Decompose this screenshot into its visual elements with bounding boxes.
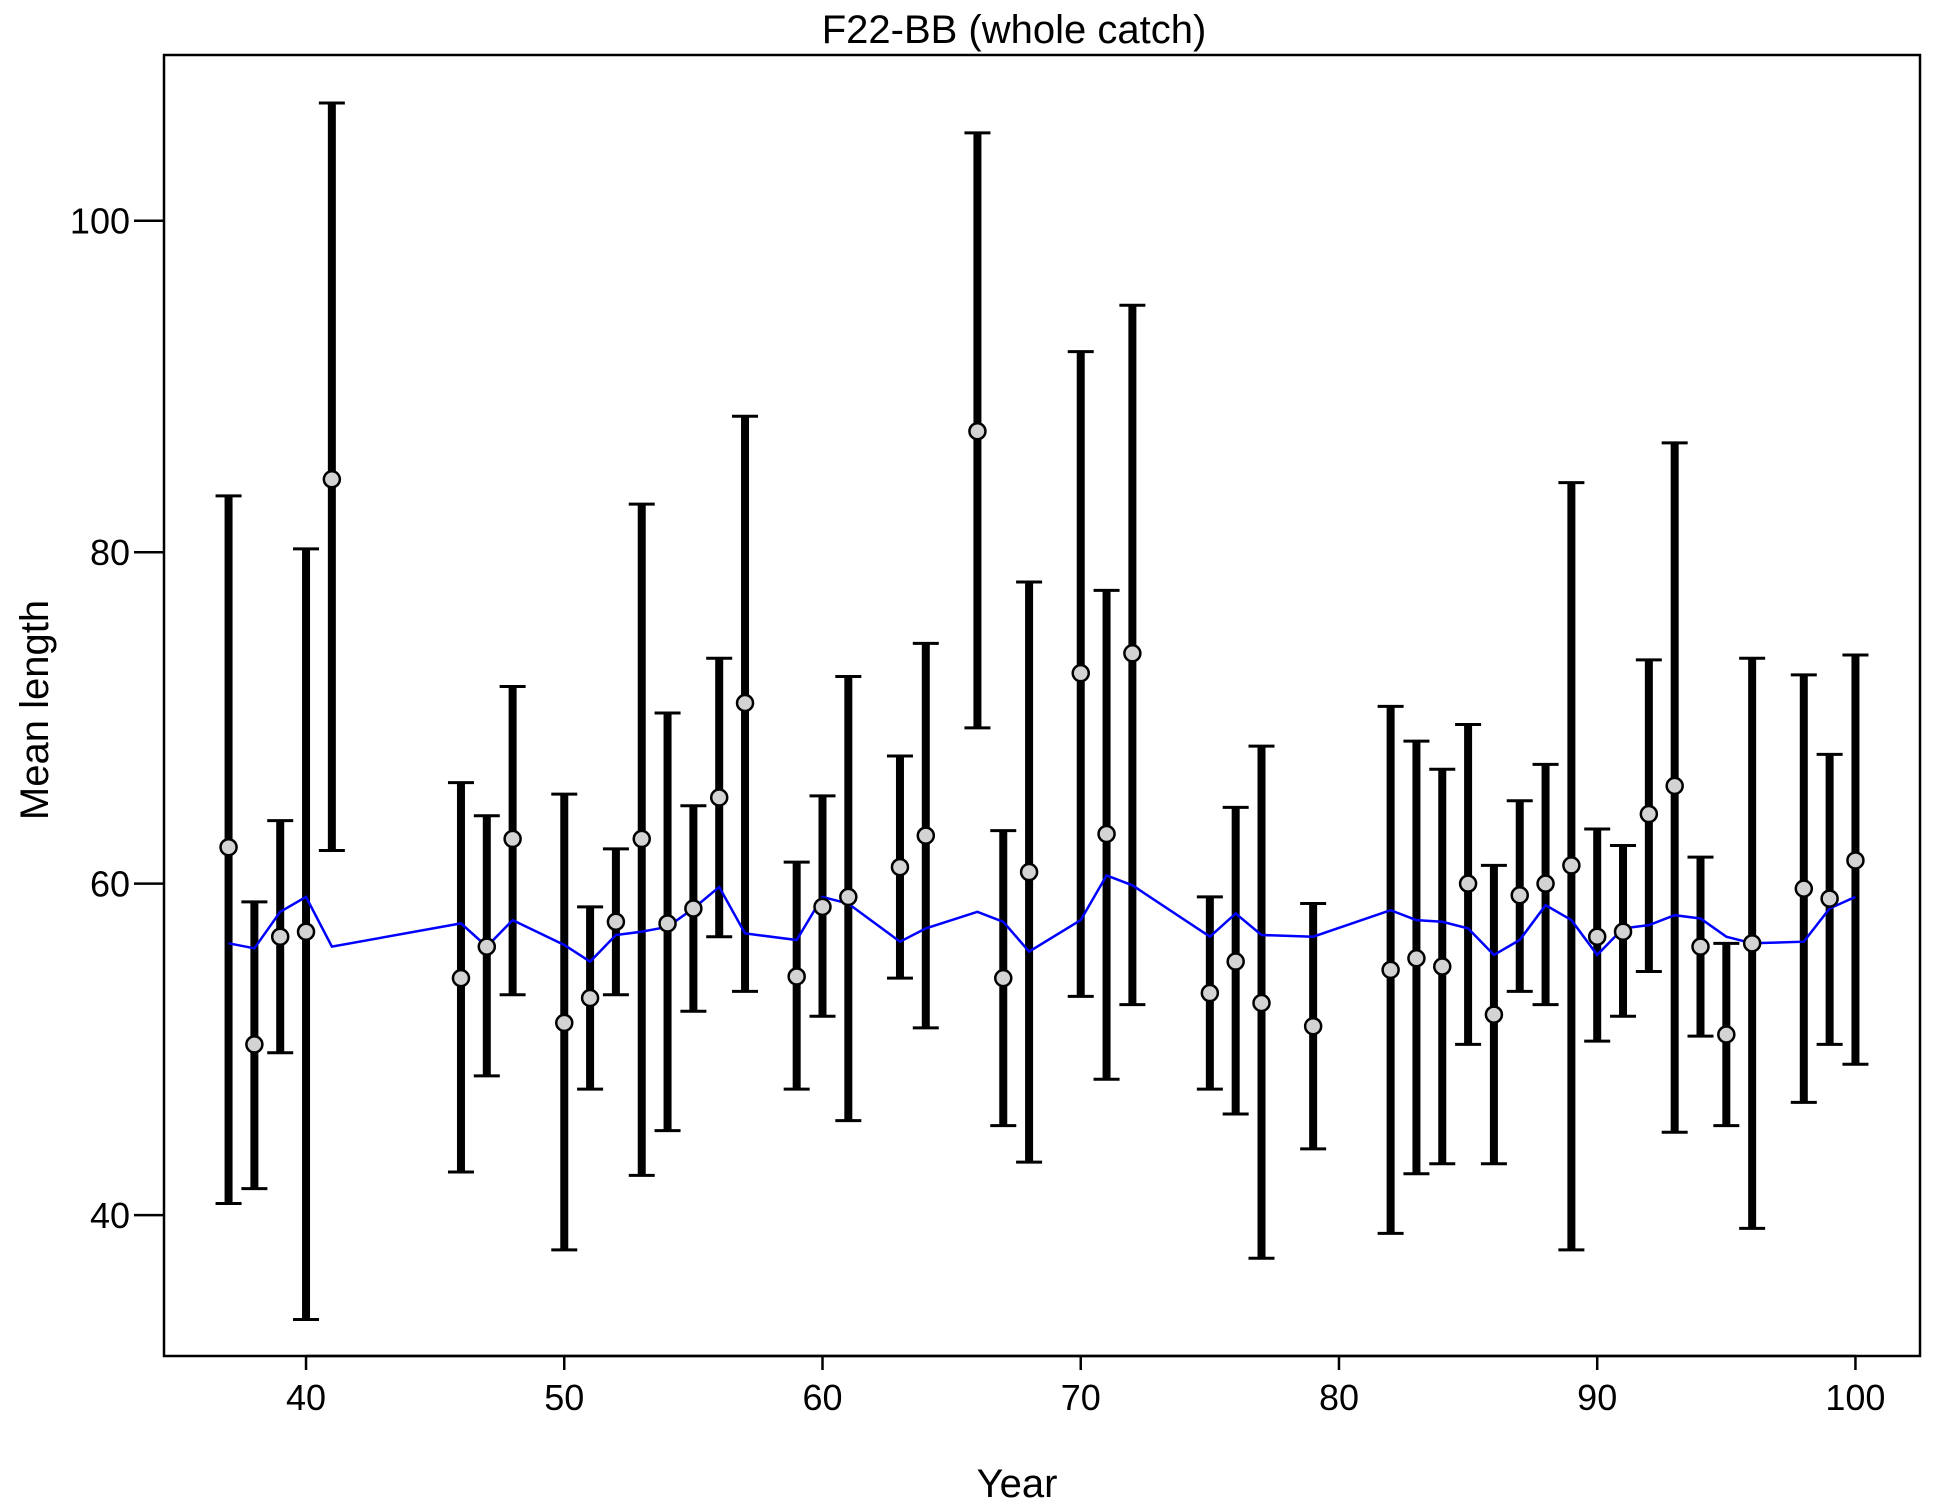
observed-point xyxy=(1665,776,1684,796)
observed-point xyxy=(580,988,600,1008)
observed-point xyxy=(270,927,290,946)
x-tick-label: 70 xyxy=(1061,1377,1101,1418)
observed-point xyxy=(1200,983,1220,1003)
observed-point xyxy=(219,837,238,857)
observed-point xyxy=(1613,922,1633,941)
observed-point xyxy=(1820,889,1839,908)
observed-point xyxy=(813,897,832,917)
observed-point xyxy=(503,829,522,849)
observed-point xyxy=(1123,644,1142,663)
observed-point xyxy=(1484,1005,1504,1024)
observed-point xyxy=(1097,824,1116,844)
observed-point xyxy=(555,1013,574,1033)
observed-point xyxy=(994,968,1013,988)
observed-point xyxy=(1846,851,1865,870)
observed-point xyxy=(1019,862,1039,882)
observed-point xyxy=(684,899,703,918)
observed-point xyxy=(1562,856,1581,875)
observed-point xyxy=(296,922,316,941)
x-tick-label: 100 xyxy=(1825,1377,1885,1418)
x-tick-label: 90 xyxy=(1577,1377,1617,1418)
x-tick-label: 40 xyxy=(286,1377,326,1418)
y-tick-label: 100 xyxy=(70,201,130,242)
chart-title: F22-BB (whole catch) xyxy=(822,8,1207,52)
observed-point xyxy=(1458,874,1478,893)
observed-point xyxy=(735,693,755,713)
observed-point xyxy=(839,887,858,907)
observed-point xyxy=(1742,934,1762,953)
observed-point xyxy=(1691,937,1710,956)
y-tick-label: 60 xyxy=(90,864,130,905)
observed-point xyxy=(658,914,677,933)
observed-point xyxy=(245,1035,264,1054)
observed-point xyxy=(1433,957,1452,976)
observed-point xyxy=(1303,1016,1323,1036)
observed-point xyxy=(1381,960,1400,980)
observed-point xyxy=(322,470,342,489)
x-tick-label: 80 xyxy=(1319,1377,1359,1418)
observed-point xyxy=(709,788,729,807)
observed-point xyxy=(1510,886,1529,905)
x-axis: 40 50 60 70 80 90 100 xyxy=(286,1354,1885,1418)
observed-point xyxy=(968,421,987,441)
observed-point xyxy=(1226,952,1245,971)
observed-point xyxy=(606,912,626,932)
x-axis-title: Year xyxy=(977,1462,1058,1500)
observed-point xyxy=(451,968,471,988)
observed-point xyxy=(1252,993,1271,1013)
observed-point xyxy=(1407,948,1426,968)
observed-point xyxy=(1587,927,1607,946)
y-axis-title: Mean length xyxy=(13,600,57,820)
observed-point xyxy=(787,967,806,986)
y-tick-label: 80 xyxy=(90,532,130,573)
x-tick-label: 60 xyxy=(802,1377,842,1418)
observed-point xyxy=(1639,804,1659,824)
x-tick-label: 50 xyxy=(544,1377,584,1418)
observed-point xyxy=(1717,1025,1736,1044)
y-tick-label: 40 xyxy=(90,1195,130,1236)
y-axis: 40 60 80 100 xyxy=(70,201,164,1236)
observed-point xyxy=(890,857,910,877)
observed-point xyxy=(1536,874,1555,893)
observed-point xyxy=(1794,879,1814,898)
observed-point xyxy=(1071,663,1090,683)
observed-points xyxy=(219,421,1865,1054)
observed-point xyxy=(477,937,497,956)
observed-point xyxy=(632,829,651,849)
observed-point xyxy=(916,826,936,845)
